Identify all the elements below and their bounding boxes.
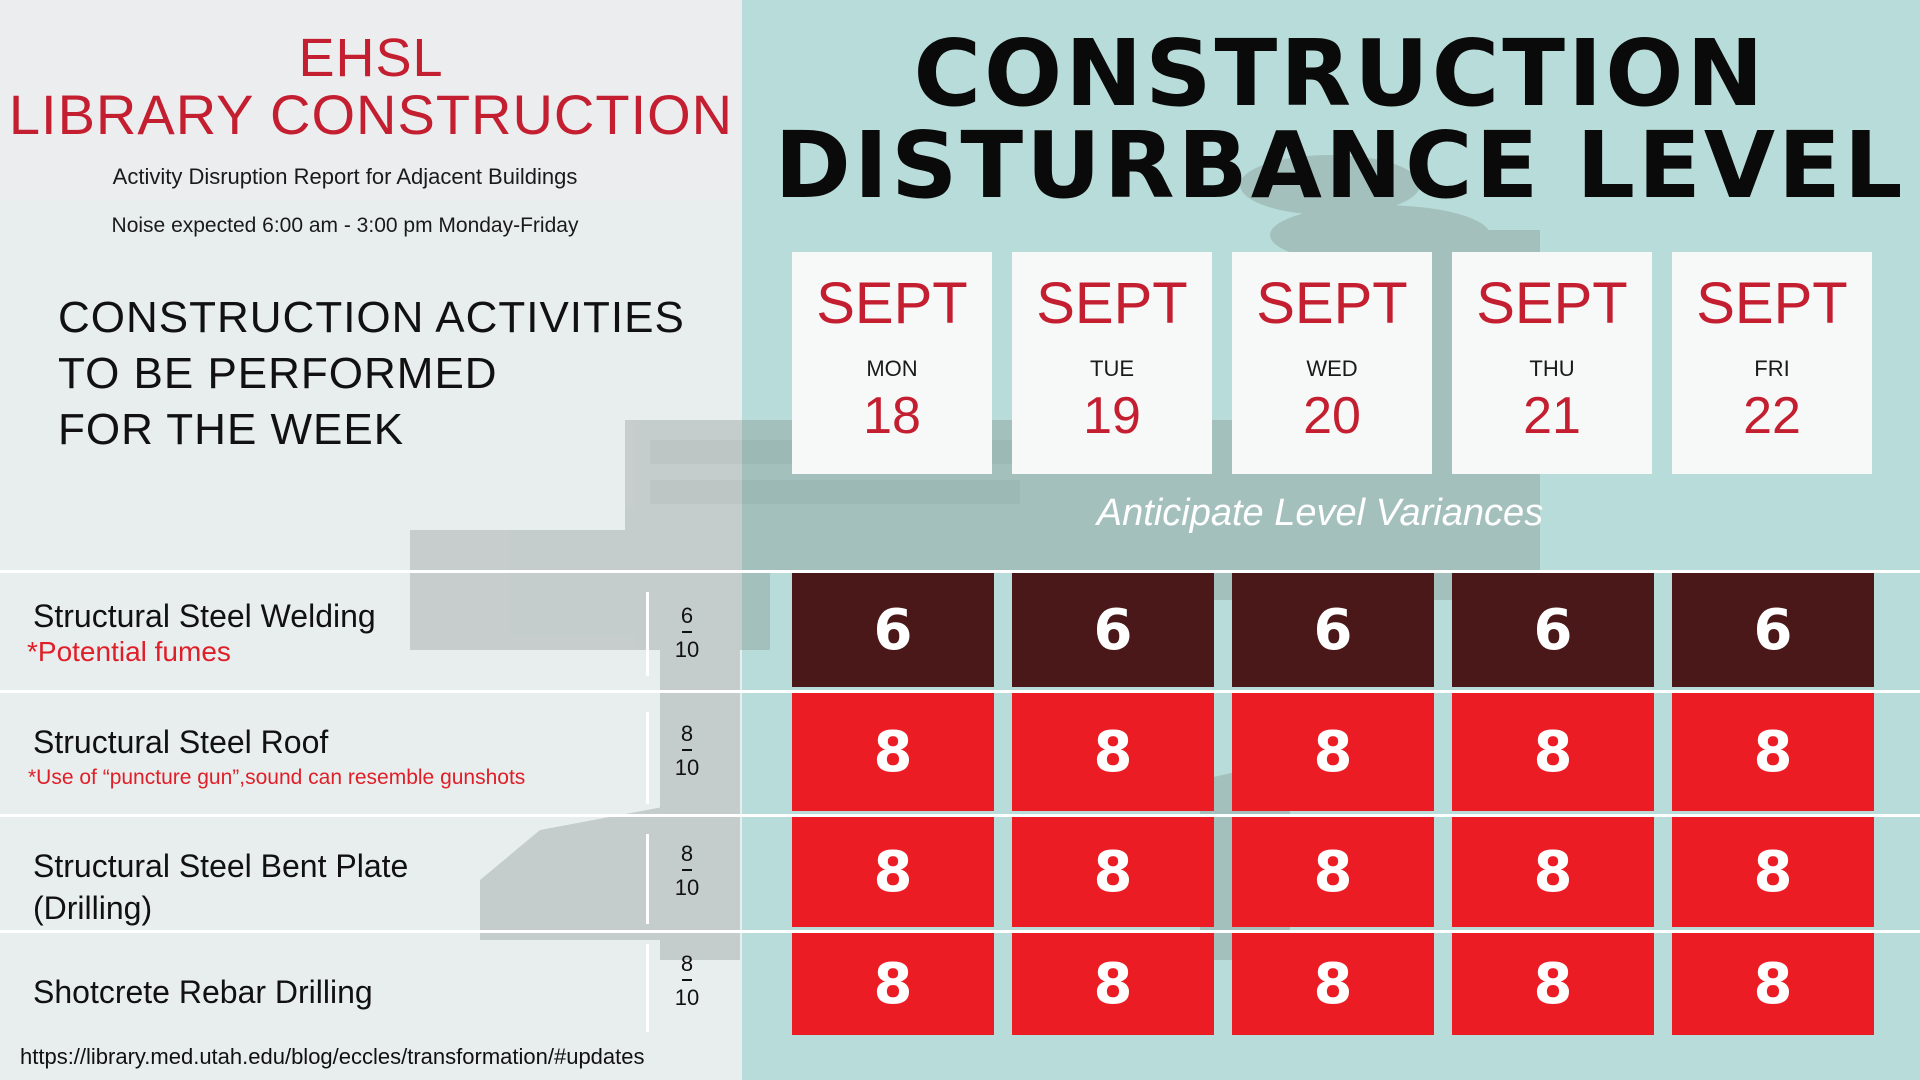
level-fraction: 6 10 xyxy=(662,604,712,662)
variance-note: Anticipate Level Variances xyxy=(1096,492,1544,534)
level-cell: 8 xyxy=(1232,693,1434,811)
level-cell: 8 xyxy=(1012,933,1214,1035)
library-construction-title: LIBRARY CONSTRUCTION xyxy=(8,83,734,146)
fraction-max: 10 xyxy=(674,755,700,780)
updates-link[interactable]: https://library.med.utah.edu/blog/eccles… xyxy=(20,1044,645,1069)
day-card-tue: SEPT TUE 19 xyxy=(1012,252,1212,474)
day-date: 22 xyxy=(1743,387,1801,445)
fraction-bar xyxy=(682,869,692,871)
activity-name: Structural Steel Roof xyxy=(33,724,329,760)
activities-heading-line: CONSTRUCTION ACTIVITIES xyxy=(58,293,685,342)
activity-name: Shotcrete Rebar Drilling xyxy=(33,974,373,1010)
day-month: SEPT xyxy=(1476,271,1628,336)
row-separator xyxy=(0,690,1920,693)
day-date: 18 xyxy=(863,387,921,445)
day-date: 19 xyxy=(1083,387,1141,445)
activity-name: Structural Steel Bent Plate xyxy=(33,848,409,884)
day-month: SEPT xyxy=(1256,271,1408,336)
fraction-bar xyxy=(682,749,692,751)
day-card-wed: SEPT WED 20 xyxy=(1232,252,1432,474)
main-title-line: CONSTRUCTION xyxy=(913,20,1767,127)
column-divider xyxy=(646,712,649,804)
day-of-week: MON xyxy=(866,356,918,381)
activity-note: *Use of “puncture gun”,sound can resembl… xyxy=(28,766,526,789)
ehsl-label: EHSL xyxy=(298,28,444,88)
level-cell: 8 xyxy=(1012,817,1214,927)
level-cell: 8 xyxy=(792,693,994,811)
level-cell: 6 xyxy=(1012,573,1214,687)
activity-name-line2: (Drilling) xyxy=(33,890,153,926)
fraction-level: 6 xyxy=(680,603,694,628)
level-cell: 8 xyxy=(1452,933,1654,1035)
fraction-level: 8 xyxy=(680,951,694,976)
day-of-week: THU xyxy=(1529,356,1575,381)
row-separator xyxy=(0,570,1920,573)
day-card-mon: SEPT MON 18 xyxy=(792,252,992,474)
activities-heading: CONSTRUCTION ACTIVITIES TO BE PERFORMED … xyxy=(58,290,738,458)
day-date: 20 xyxy=(1303,387,1361,445)
level-fraction: 8 10 xyxy=(662,842,712,900)
level-cell: 6 xyxy=(1672,573,1874,687)
report-subtitle: Activity Disruption Report for Adjacent … xyxy=(112,164,578,189)
row-separator xyxy=(0,814,1920,817)
fraction-max: 10 xyxy=(674,637,700,662)
level-cell: 8 xyxy=(1452,693,1654,811)
level-cell: 8 xyxy=(1452,817,1654,927)
column-divider xyxy=(646,944,649,1032)
fraction-bar xyxy=(682,979,692,981)
main-title: CONSTRUCTION DISTURBANCE LEVEL xyxy=(760,28,1920,212)
row-separator xyxy=(0,930,1920,933)
day-of-week: WED xyxy=(1306,356,1358,381)
level-cell: 8 xyxy=(1232,817,1434,927)
day-date: 21 xyxy=(1523,387,1581,445)
day-month: SEPT xyxy=(816,271,968,336)
noise-schedule: Noise expected 6:00 am - 3:00 pm Monday-… xyxy=(111,214,579,237)
level-cell: 8 xyxy=(1672,693,1874,811)
activities-heading-line: FOR THE WEEK xyxy=(58,405,405,454)
activity-name: Structural Steel Welding xyxy=(33,598,376,634)
level-cell: 8 xyxy=(1012,693,1214,811)
left-header-panel xyxy=(0,0,742,200)
day-of-week: TUE xyxy=(1090,356,1134,381)
activity-note: *Potential fumes xyxy=(27,636,231,667)
column-divider xyxy=(646,592,649,676)
level-cell: 6 xyxy=(1232,573,1434,687)
level-cell: 8 xyxy=(792,933,994,1035)
main-title-line: DISTURBANCE LEVEL xyxy=(774,112,1906,219)
column-divider xyxy=(646,834,649,924)
fraction-max: 10 xyxy=(674,875,700,900)
day-card-fri: SEPT FRI 22 xyxy=(1672,252,1872,474)
day-of-week: FRI xyxy=(1754,356,1790,381)
fraction-level: 8 xyxy=(680,721,694,746)
level-cell: 6 xyxy=(1452,573,1654,687)
level-cell: 8 xyxy=(1672,933,1874,1035)
day-month: SEPT xyxy=(1696,271,1848,336)
activities-heading-line: TO BE PERFORMED xyxy=(58,349,498,398)
level-fraction: 8 10 xyxy=(662,722,712,780)
level-cell: 6 xyxy=(792,573,994,687)
level-cell: 8 xyxy=(1672,817,1874,927)
level-cell: 8 xyxy=(792,817,994,927)
fraction-bar xyxy=(682,631,692,633)
day-month: SEPT xyxy=(1036,271,1188,336)
level-fraction: 8 10 xyxy=(662,952,712,1010)
level-cell: 8 xyxy=(1232,933,1434,1035)
day-card-thu: SEPT THU 21 xyxy=(1452,252,1652,474)
fraction-level: 8 xyxy=(680,841,694,866)
fraction-max: 10 xyxy=(674,985,700,1010)
